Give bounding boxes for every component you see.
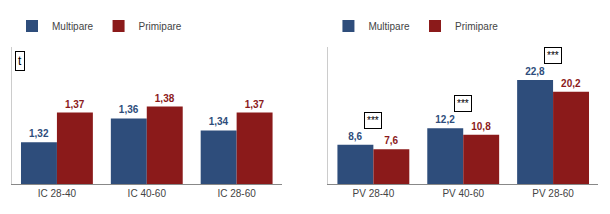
svg-text:8,6: 8,6: [348, 131, 362, 142]
svg-text:Multipare: Multipare: [52, 21, 94, 32]
svg-text:***: ***: [367, 115, 379, 126]
svg-text:PV 40-60: PV 40-60: [442, 188, 484, 199]
svg-text:***: ***: [457, 98, 469, 109]
svg-text:1,38: 1,38: [155, 93, 175, 104]
svg-text:12,2: 12,2: [435, 114, 455, 125]
svg-text:IC 28-60: IC 28-60: [217, 188, 256, 199]
svg-text:7,6: 7,6: [384, 135, 398, 146]
svg-text:Primipare: Primipare: [139, 21, 182, 32]
svg-text:20,2: 20,2: [561, 78, 581, 89]
svg-text:PV 28-60: PV 28-60: [532, 188, 574, 199]
svg-text:1,37: 1,37: [245, 99, 265, 110]
svg-text:1,32: 1,32: [29, 128, 49, 139]
svg-text:PV 28-40: PV 28-40: [353, 188, 395, 199]
svg-text:IC 28-40: IC 28-40: [38, 188, 77, 199]
svg-text:Multipare: Multipare: [368, 21, 410, 32]
svg-text:Primipare: Primipare: [455, 21, 498, 32]
svg-text:IC 40-60: IC 40-60: [128, 188, 167, 199]
svg-text:1,36: 1,36: [119, 104, 139, 115]
svg-text:***: ***: [547, 50, 559, 61]
svg-text:10,8: 10,8: [471, 121, 491, 132]
svg-text:1,37: 1,37: [65, 99, 85, 110]
svg-text:22,8: 22,8: [525, 66, 545, 77]
svg-text:t: t: [18, 54, 22, 68]
svg-text:1,34: 1,34: [209, 116, 229, 127]
